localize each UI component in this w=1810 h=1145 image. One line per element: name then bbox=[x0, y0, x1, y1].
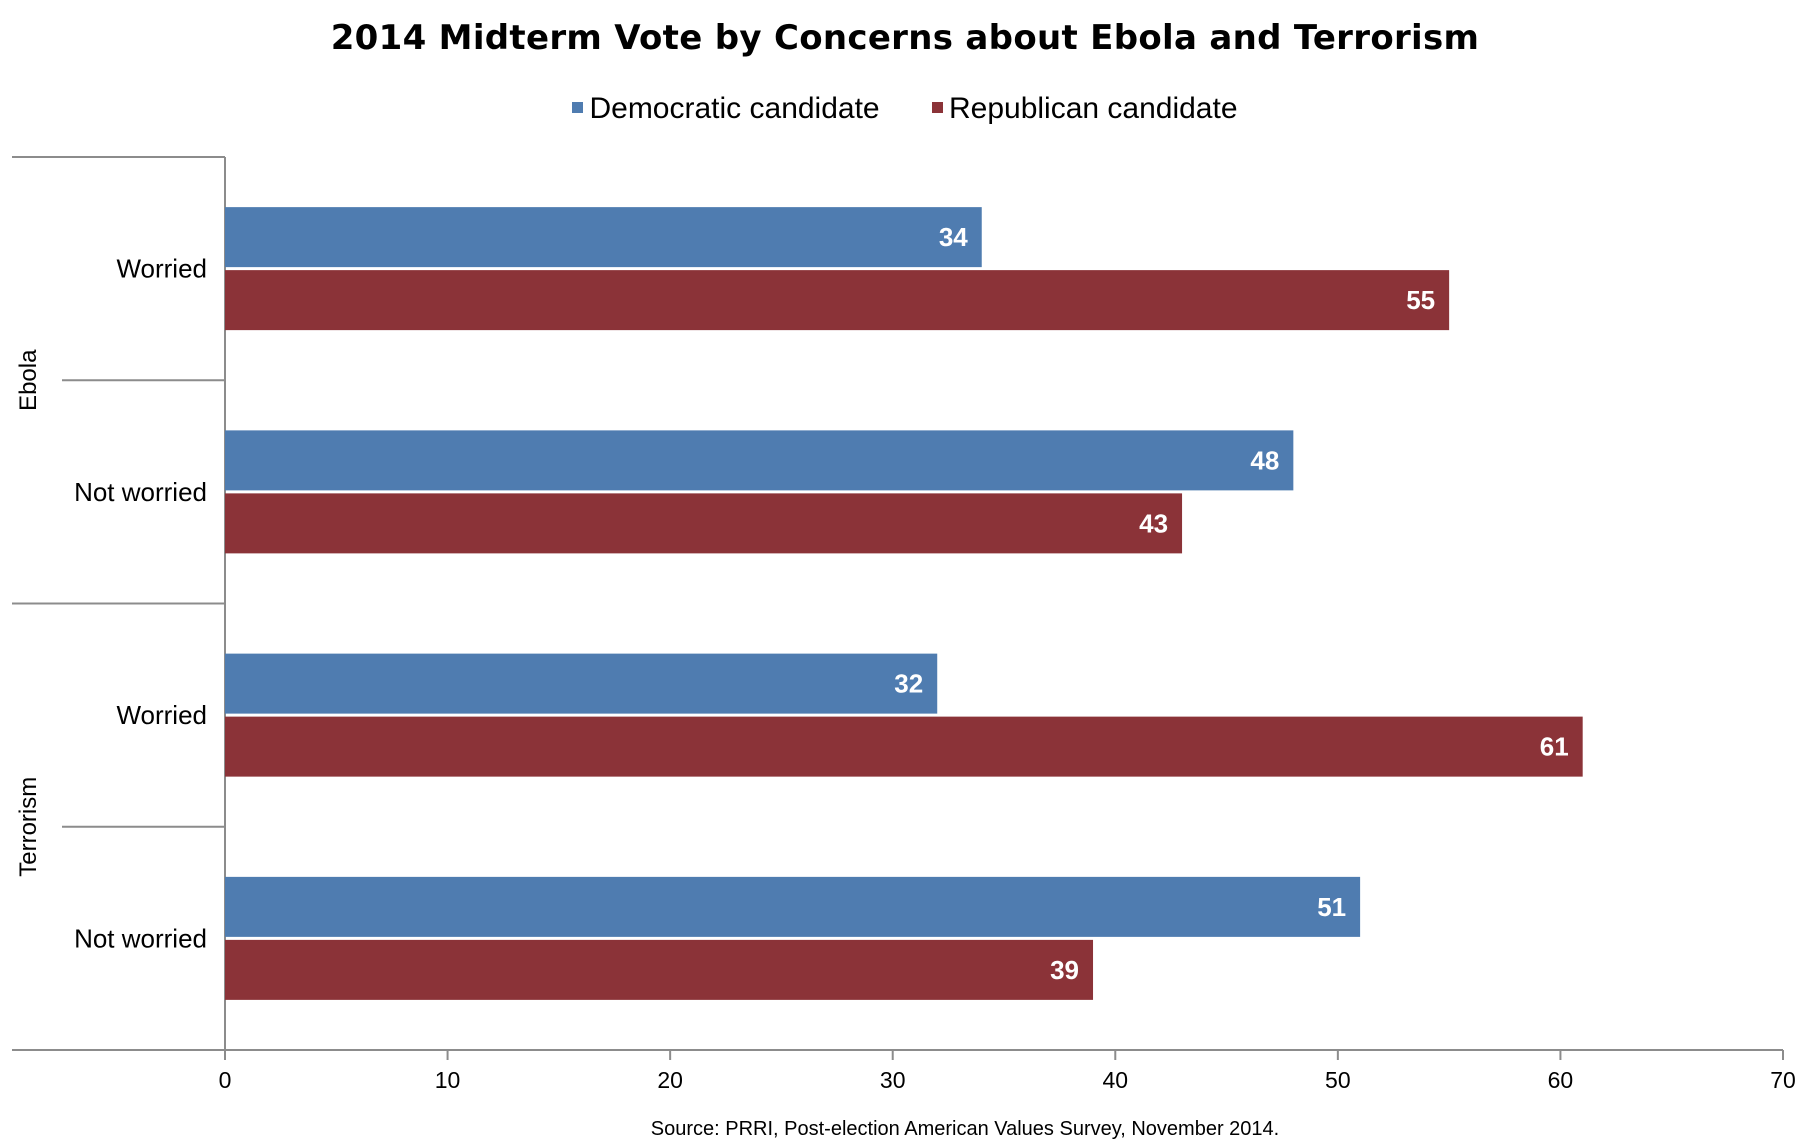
data-label: 51 bbox=[1317, 892, 1346, 922]
x-tick-label: 20 bbox=[657, 1067, 683, 1093]
legend-label-democratic: Democratic candidate bbox=[589, 92, 880, 125]
bar-ebola-not-worried-democratic bbox=[225, 430, 1294, 491]
data-label: 61 bbox=[1540, 732, 1569, 762]
group-label-ebola: Ebola bbox=[15, 349, 42, 411]
category-label: Worried bbox=[116, 700, 207, 730]
group-label-terrorism: Terrorism bbox=[15, 777, 42, 877]
x-tick-label: 60 bbox=[1548, 1067, 1574, 1093]
legend-item-republican: Republican candidate bbox=[931, 92, 1238, 126]
data-label: 48 bbox=[1250, 445, 1279, 475]
source-note: Source: PRRI, Post-election American Val… bbox=[650, 1118, 1280, 1140]
x-tick-label: 50 bbox=[1325, 1067, 1351, 1093]
legend-label-republican: Republican candidate bbox=[948, 92, 1238, 125]
data-label: 39 bbox=[1050, 955, 1079, 985]
data-label: 55 bbox=[1406, 285, 1435, 315]
x-tick-label: 70 bbox=[1770, 1067, 1796, 1093]
legend-item-democratic: Democratic candidate bbox=[572, 92, 880, 126]
bar-terrorism-worried-republican bbox=[225, 716, 1583, 777]
chart-title: 2014 Midterm Vote by Concerns about Ebol… bbox=[330, 18, 1480, 58]
data-label: 34 bbox=[939, 222, 968, 252]
x-tick-label: 0 bbox=[219, 1067, 232, 1093]
category-label: Not worried bbox=[74, 923, 207, 953]
bar-terrorism-not-worried-republican bbox=[225, 939, 1094, 1000]
legend-swatch-republican bbox=[931, 101, 943, 113]
bar-ebola-worried-republican bbox=[225, 270, 1450, 331]
data-label: 43 bbox=[1139, 508, 1168, 538]
legend: Democratic candidate Republican candidat… bbox=[0, 92, 1810, 126]
x-tick-label: 40 bbox=[1102, 1067, 1128, 1093]
x-tick-label: 30 bbox=[880, 1067, 906, 1093]
bar-ebola-not-worried-republican bbox=[225, 493, 1183, 554]
category-label: Not worried bbox=[74, 477, 207, 507]
bar-ebola-worried-democratic bbox=[225, 207, 982, 268]
legend-swatch-democratic bbox=[572, 101, 584, 113]
data-label: 32 bbox=[894, 669, 923, 699]
bar-terrorism-not-worried-democratic bbox=[225, 876, 1361, 937]
x-tick-label: 10 bbox=[435, 1067, 461, 1093]
bar-terrorism-worried-democratic bbox=[225, 653, 938, 714]
category-label: Worried bbox=[116, 254, 207, 284]
